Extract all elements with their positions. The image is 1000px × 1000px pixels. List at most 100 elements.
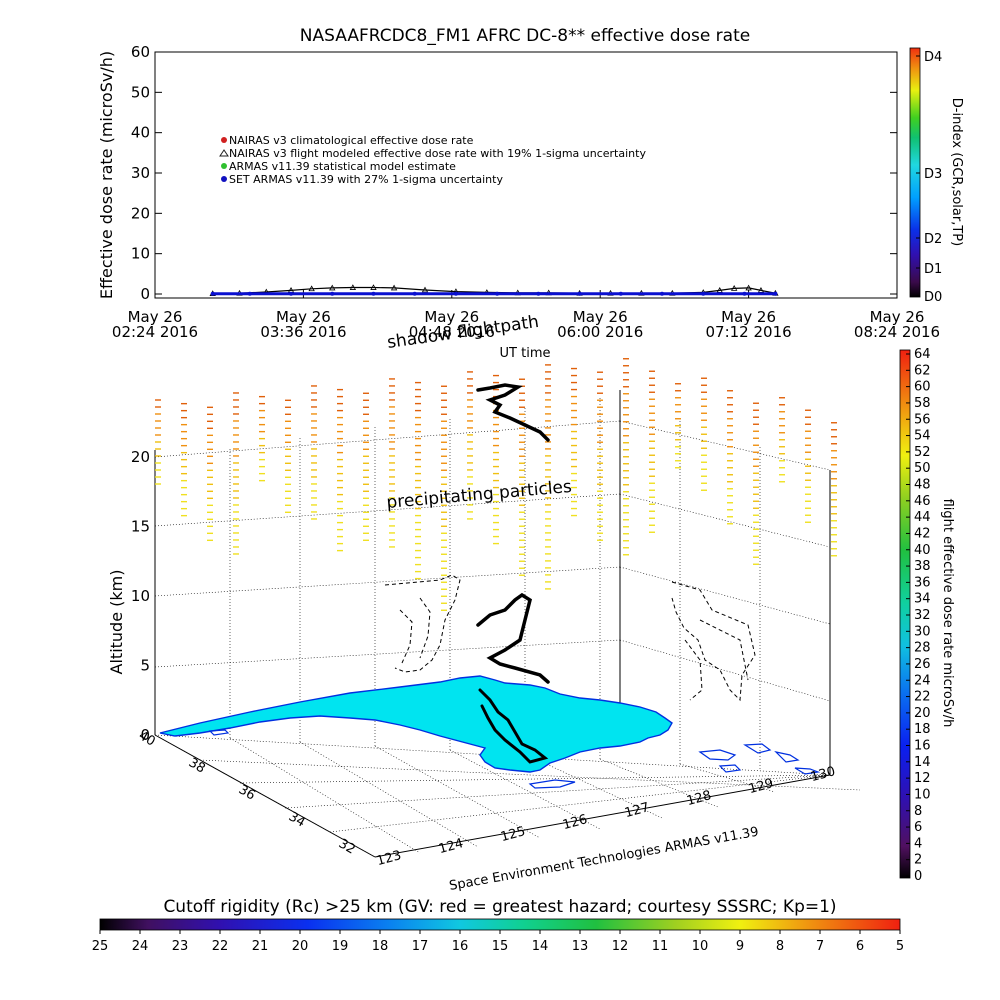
r-tick-label: 20 [914,706,931,721]
h-tick-label: 20 [292,939,309,954]
x-tick-time: 08:24 2016 [854,323,940,341]
latitude-tick-label: 36 [236,782,258,803]
d-index-ticks: D0 D1 D2 D3 D4 [916,50,942,305]
y-tick-label: 60 [131,43,150,61]
flight-path-layer [476,383,550,764]
r-tick-label: 40 [914,543,931,558]
longitude-tick-label: 123 [375,848,403,869]
top-x-axis-label: UT time [500,346,551,361]
latitude-tick-label: 34 [286,809,308,830]
r-tick-label: 2 [914,853,922,868]
series-point [701,291,706,296]
h-tick-label: 13 [572,939,589,954]
y-tick-label: 50 [131,83,150,101]
r-tick-label: 36 [914,575,931,590]
coast-fragments [208,729,821,775]
d-tick-label: D1 [924,262,942,277]
flight-dose-colorbar-label: flight effective dose rate microSv/h [940,499,955,728]
r-tick-label: 60 [914,380,931,395]
top-y-axis-label: Effective dose rate (microSv/h) [97,51,116,299]
series-point [618,291,623,296]
series-point [577,291,582,296]
series-point [247,291,252,296]
longitude-tick-label: 130 [809,764,837,785]
series-point [308,285,315,292]
latitude-tick-label: 38 [186,755,208,776]
altitude-axis-label: Altitude (km) [107,570,126,675]
r-tick-label: 18 [914,722,931,737]
x-tick-day: May 26 [424,308,479,326]
legend-entry: SET ARMAS v11.39 with 27% 1-sigma uncert… [229,173,503,186]
h-tick-label: 14 [532,939,549,954]
h-tick-label: 18 [372,939,389,954]
series-point [370,284,377,290]
y-tick-label: 20 [131,204,150,222]
h-tick-label: 25 [92,939,109,954]
rigidity-ticks: 25 24 23 22 21 20 19 18 17 16 15 14 13 12 11 10 9 8 7 6 5 [92,930,904,954]
legend-entry: NAIRAS v3 flight modeled effective dose … [229,147,646,160]
series-point [660,291,665,296]
series-point [412,291,417,296]
series-point [745,284,752,291]
chart-title: NASAAFRCDC8_FM1 AFRC DC-8** effective do… [300,26,750,46]
legend-entry: ARMAS v11.39 statistical model estimate [229,160,456,173]
flight-dose-colorbar [899,349,911,879]
x-tick-time: 03:36 2016 [260,323,346,341]
series-point [773,291,778,296]
r-tick-label: 50 [914,461,931,476]
series-point [210,291,215,296]
y-tick-label: 30 [131,164,150,182]
y-tick-label: 0 [140,285,150,303]
r-tick-label: 64 [914,347,931,362]
altitude-tick-label: 15 [131,518,150,536]
x-tick-time: 02:24 2016 [112,323,198,341]
h-tick-label: 7 [816,939,824,954]
x-tick-day: May 26 [573,308,628,326]
r-tick-label: 22 [914,690,931,705]
d-tick-label: D4 [924,50,942,65]
h-tick-label: 8 [776,939,784,954]
r-tick-label: 42 [914,526,931,541]
dashed-projection-side [671,581,756,702]
r-tick-label: 28 [914,641,931,656]
legend-marker [219,149,229,157]
h-tick-label: 21 [252,939,269,954]
y-tick-label: 40 [131,124,150,142]
h-tick-label: 10 [692,939,709,954]
altitude-tick-label: 20 [131,448,150,466]
y-tick-label: 10 [131,245,150,263]
dashed-projection-back [384,574,461,673]
r-tick-label: 4 [914,836,922,851]
h-tick-label: 12 [612,939,629,954]
latitude-axis: 40 38 36 34 32 [136,728,358,857]
flight-path-mid [476,592,550,684]
r-tick-label: 56 [914,412,931,427]
x-tick-day: May 26 [276,308,331,326]
r-tick-label: 52 [914,445,931,460]
series-point [330,291,335,296]
r-tick-label: 0 [914,869,922,884]
h-tick-label: 11 [652,939,669,954]
longitude-tick-label: 124 [437,836,465,857]
longitude-tick-label: 127 [623,800,651,821]
r-tick-label: 48 [914,478,931,493]
series-point [730,285,738,291]
r-tick-label: 30 [914,624,931,639]
r-tick-label: 24 [914,673,931,688]
h-tick-label: 19 [332,939,349,954]
r-tick-label: 46 [914,494,931,509]
axis-box [154,390,831,858]
r-tick-label: 44 [914,510,931,525]
r-tick-label: 14 [914,755,931,770]
d-tick-label: D0 [924,290,942,305]
d-tick-label: D2 [924,232,942,247]
x-tick-day: May 26 [721,308,776,326]
r-tick-label: 34 [914,592,931,607]
land-mass [159,675,673,773]
h-tick-label: 23 [172,939,189,954]
r-tick-label: 16 [914,739,931,754]
series-point [390,284,398,291]
h-tick-label: 22 [212,939,229,954]
